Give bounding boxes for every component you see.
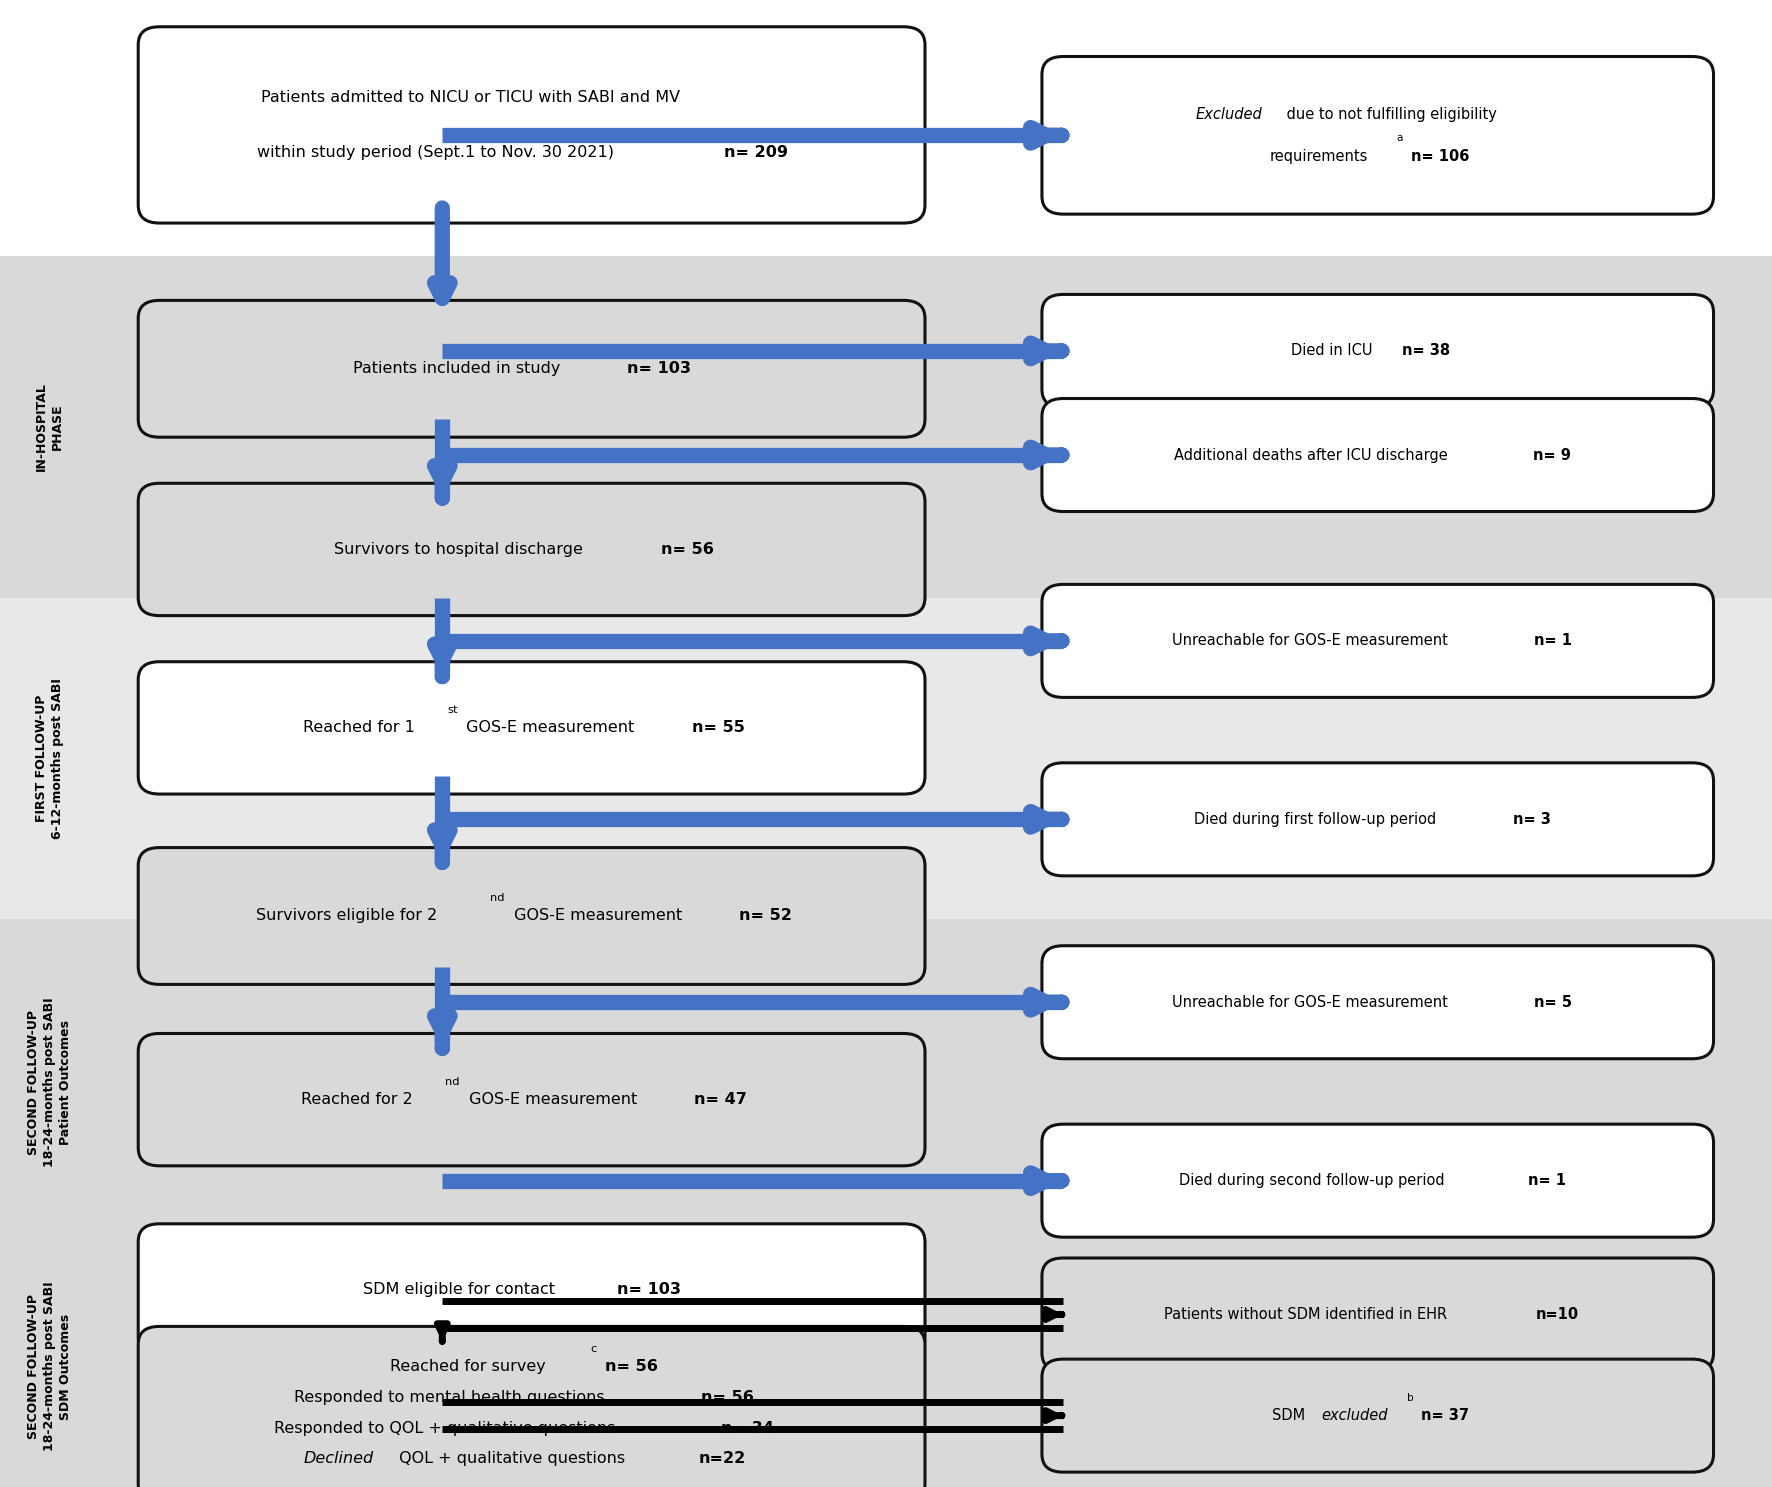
Text: n= 1: n= 1 [1527,1173,1566,1188]
Text: Died during second follow-up period: Died during second follow-up period [1178,1173,1449,1188]
Text: Reached for 2: Reached for 2 [301,1091,413,1108]
Bar [0,1246,1772,1487]
Text: n= 103: n= 103 [627,361,691,376]
FancyBboxPatch shape [1042,294,1714,407]
FancyBboxPatch shape [1042,1124,1714,1237]
FancyBboxPatch shape [1042,946,1714,1059]
Text: Patients included in study: Patients included in study [353,361,565,376]
Text: n= 55: n= 55 [691,720,744,736]
Text: Patients without SDM identified in EHR: Patients without SDM identified in EHR [1164,1307,1451,1322]
Text: n= 47: n= 47 [695,1091,746,1108]
Text: Reached for survey: Reached for survey [390,1359,546,1374]
Text: SECOND FOLLOW-UP
18-24-months post SABI
SDM Outcomes: SECOND FOLLOW-UP 18-24-months post SABI … [27,1282,73,1451]
FancyBboxPatch shape [138,483,925,616]
Text: n= 38: n= 38 [1402,343,1449,358]
Text: n= 103: n= 103 [617,1282,682,1298]
Text: excluded: excluded [1320,1408,1387,1423]
Text: Reached for 1: Reached for 1 [303,720,415,736]
Text: n= 9: n= 9 [1533,448,1570,462]
Text: n= 37: n= 37 [1421,1408,1469,1423]
Text: n= 1: n= 1 [1535,633,1572,648]
Bar [0,256,1772,598]
Text: n= 52: n= 52 [739,909,792,923]
Text: Survivors eligible for 2: Survivors eligible for 2 [257,909,438,923]
Text: Unreachable for GOS-E measurement: Unreachable for GOS-E measurement [1173,633,1453,648]
FancyBboxPatch shape [138,300,925,437]
Text: n= 3: n= 3 [1513,812,1550,827]
Text: SDM eligible for contact: SDM eligible for contact [363,1282,560,1298]
Text: n= 209: n= 209 [725,144,789,159]
Text: Excluded: Excluded [1196,107,1263,122]
Text: GOS-E measurement: GOS-E measurement [464,1091,641,1108]
Text: IN-HOSPITAL
PHASE: IN-HOSPITAL PHASE [35,382,64,471]
Text: Unreachable for GOS-E measurement: Unreachable for GOS-E measurement [1173,995,1453,1010]
FancyBboxPatch shape [1042,763,1714,876]
Bar [0,919,1772,1246]
Text: QOL + qualitative questions: QOL + qualitative questions [393,1451,631,1466]
Text: Responded to QOL + qualitative questions: Responded to QOL + qualitative questions [275,1420,620,1435]
Text: n= 106: n= 106 [1411,149,1469,164]
Text: nd: nd [491,894,505,903]
Text: n=22: n=22 [698,1451,746,1466]
FancyBboxPatch shape [1042,57,1714,214]
Text: requirements: requirements [1269,149,1368,164]
FancyBboxPatch shape [138,662,925,794]
FancyBboxPatch shape [138,1326,925,1487]
Text: n= 34: n= 34 [721,1420,774,1435]
Text: Survivors to hospital discharge: Survivors to hospital discharge [333,541,588,558]
Text: SECOND FOLLOW-UP
18-24-months post SABI
Patient Outcomes: SECOND FOLLOW-UP 18-24-months post SABI … [27,998,73,1167]
FancyBboxPatch shape [1042,399,1714,512]
Text: b: b [1407,1393,1414,1402]
Text: n=10: n=10 [1536,1307,1579,1322]
Text: within study period (Sept.1 to Nov. 30 2021): within study period (Sept.1 to Nov. 30 2… [257,144,618,159]
FancyBboxPatch shape [138,27,925,223]
Text: n= 56: n= 56 [702,1390,755,1405]
Text: c: c [590,1344,597,1353]
FancyBboxPatch shape [138,848,925,984]
Text: Patients admitted to NICU or TICU with SABI and MV: Patients admitted to NICU or TICU with S… [260,91,680,106]
Text: GOS-E measurement: GOS-E measurement [461,720,640,736]
FancyBboxPatch shape [1042,1359,1714,1472]
Text: Declined: Declined [303,1451,374,1466]
Text: a: a [1396,134,1403,143]
FancyBboxPatch shape [1042,584,1714,697]
Text: Died during first follow-up period: Died during first follow-up period [1194,812,1441,827]
FancyBboxPatch shape [1042,1258,1714,1371]
Text: Additional deaths after ICU discharge: Additional deaths after ICU discharge [1173,448,1451,462]
Text: Died in ICU: Died in ICU [1292,343,1377,358]
Text: n= 5: n= 5 [1535,995,1572,1010]
Text: GOS-E measurement: GOS-E measurement [509,909,688,923]
Text: nd: nd [445,1077,459,1087]
Text: FIRST FOLLOW-UP
6-12-months post SABI: FIRST FOLLOW-UP 6-12-months post SABI [35,678,64,839]
FancyBboxPatch shape [138,1224,925,1356]
Text: SDM: SDM [1272,1408,1310,1423]
Text: due to not fulfilling eligibility: due to not fulfilling eligibility [1283,107,1497,122]
Text: n= 56: n= 56 [606,1359,657,1374]
Text: st: st [448,705,459,715]
Bar [0,598,1772,919]
Text: Responded to mental health questions: Responded to mental health questions [294,1390,610,1405]
FancyBboxPatch shape [138,1033,925,1166]
Text: n= 56: n= 56 [661,541,714,558]
